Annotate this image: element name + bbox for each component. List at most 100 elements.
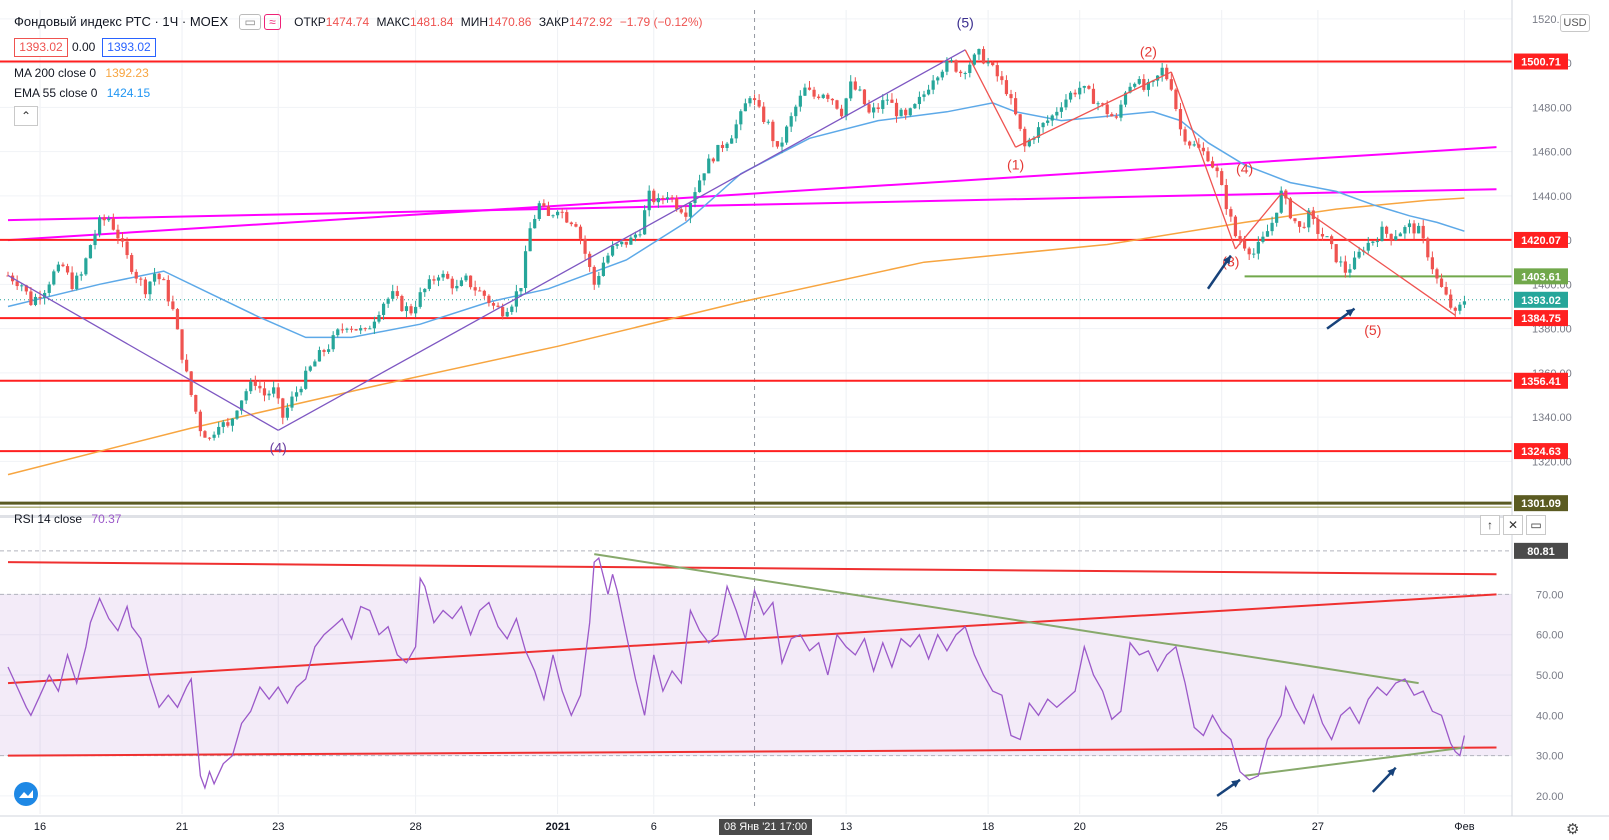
- candle-body: [556, 211, 560, 216]
- tradingview-logo-icon[interactable]: [14, 782, 38, 806]
- candle-body: [720, 144, 725, 148]
- candle-body: [917, 96, 922, 105]
- candle-body: [359, 328, 363, 331]
- move-pane-up-button[interactable]: ↑: [1480, 515, 1500, 535]
- candle-body: [418, 292, 422, 307]
- gear-icon[interactable]: ⚙: [1566, 821, 1580, 838]
- candle-body: [487, 295, 491, 304]
- candle-body: [807, 87, 812, 90]
- candle-body: [661, 197, 665, 200]
- ema-legend[interactable]: EMA 55 close 0 1424.15: [14, 86, 150, 100]
- candle-body: [111, 218, 115, 230]
- settings-toggle[interactable]: ≈: [264, 14, 281, 30]
- rsi-trend-line: [7, 561, 1497, 576]
- candle-body: [423, 288, 427, 293]
- candle-body: [276, 387, 280, 399]
- rsi-legend[interactable]: RSI 14 close 70.37: [14, 512, 121, 526]
- price-axis-bg: [1512, 0, 1609, 840]
- candle-body: [1265, 231, 1270, 237]
- candle-body: [207, 437, 212, 439]
- candle-body: [798, 95, 802, 107]
- candle-body: [922, 94, 926, 97]
- candle-body: [730, 138, 734, 144]
- candle-body: [1348, 269, 1352, 273]
- ma-legend[interactable]: MA 200 close 0 1392.23: [14, 66, 149, 80]
- symbol-title[interactable]: Фондовый индекс РТС · 1Ч · MOEX: [14, 14, 229, 29]
- candle-body: [281, 398, 285, 418]
- time-tick-label: 28: [409, 821, 422, 833]
- candle-body: [936, 77, 940, 81]
- rsi-marker-tag-bg: [1514, 542, 1568, 559]
- candle-body: [949, 60, 954, 62]
- candle-body: [899, 109, 903, 117]
- candle-body: [1243, 240, 1247, 249]
- price-tick-label: 1480.00: [1532, 102, 1572, 114]
- candle-body: [1270, 222, 1274, 232]
- open-label: ОТКР: [294, 15, 326, 29]
- candle-body: [881, 100, 885, 109]
- candle-body: [904, 109, 908, 116]
- candle-body: [1160, 67, 1164, 76]
- candle-body: [624, 241, 628, 245]
- candle-body: [679, 209, 683, 213]
- candle-body: [1261, 236, 1265, 242]
- candle-body: [1082, 85, 1086, 88]
- candle-body: [1096, 103, 1100, 105]
- time-tick-label: Фев: [1454, 821, 1475, 833]
- candle-body: [450, 278, 454, 289]
- low-label: МИН: [460, 15, 489, 29]
- close-pane-button[interactable]: ✕: [1503, 515, 1523, 535]
- candle-body: [1233, 216, 1238, 237]
- arrow-head-icon: [1231, 779, 1241, 788]
- candle-body: [84, 258, 88, 275]
- rsi-tick-label: 30.00: [1536, 751, 1564, 763]
- candle-body: [1435, 269, 1439, 279]
- candle-body: [954, 60, 958, 72]
- candle-body: [1229, 209, 1233, 217]
- wave-line: [1280, 193, 1456, 316]
- candle-body: [1055, 111, 1059, 116]
- currency-button[interactable]: USD: [1560, 14, 1590, 32]
- candle-body: [327, 349, 331, 352]
- candle-body: [1178, 109, 1183, 130]
- candle-body: [1188, 141, 1192, 146]
- candle-body: [601, 262, 605, 276]
- candle-body: [1394, 236, 1398, 241]
- candle-body: [395, 291, 399, 296]
- candle-body: [400, 295, 404, 312]
- candle-body: [175, 309, 180, 330]
- candle-body: [537, 203, 541, 219]
- visibility-toggle[interactable]: ▭: [239, 14, 261, 30]
- maximize-pane-button[interactable]: ▭: [1526, 515, 1546, 535]
- candle-body: [427, 279, 431, 289]
- candle-body: [189, 371, 193, 396]
- candle-body: [1302, 226, 1306, 228]
- candle-body: [1215, 167, 1219, 172]
- candle-body: [1119, 104, 1123, 118]
- ma200-line: [7, 197, 1465, 476]
- candle-body: [130, 255, 134, 272]
- close-value: 1472.92: [569, 15, 613, 29]
- ema-label: EMA 55 close 0: [14, 86, 98, 100]
- candle-body: [1146, 82, 1151, 90]
- candle-body: [821, 94, 825, 98]
- sell-button[interactable]: 1393.02: [14, 38, 68, 57]
- candle-body: [377, 314, 381, 322]
- candle-body: [1123, 92, 1128, 105]
- buy-button[interactable]: 1393.02: [102, 38, 156, 57]
- candle-body: [446, 273, 450, 279]
- candle-body: [102, 217, 106, 221]
- candle-body: [1087, 85, 1091, 89]
- candle-body: [1133, 83, 1137, 87]
- candle-body: [139, 278, 143, 280]
- candle-body: [1014, 98, 1018, 115]
- candle-body: [610, 245, 615, 256]
- candle-body: [1458, 304, 1462, 311]
- candle-body: [1036, 127, 1041, 138]
- candle-body: [1110, 114, 1114, 117]
- chevron-up-icon[interactable]: ⌃: [14, 106, 38, 126]
- wave-line: [7, 274, 279, 431]
- last-price-tag-bg: [1514, 291, 1568, 308]
